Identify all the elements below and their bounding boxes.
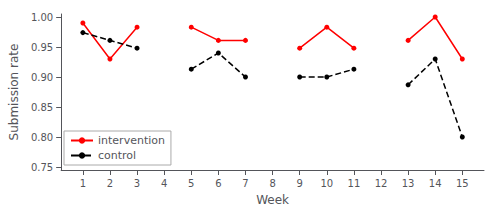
svg-text:0.90: 0.90 [31, 72, 53, 83]
svg-text:3: 3 [134, 178, 140, 189]
svg-text:7: 7 [242, 178, 248, 189]
svg-text:5: 5 [188, 178, 194, 189]
svg-text:4: 4 [161, 178, 167, 189]
svg-text:1.00: 1.00 [31, 12, 53, 23]
svg-text:11: 11 [348, 178, 361, 189]
svg-text:9: 9 [297, 178, 303, 189]
svg-text:Week: Week [256, 193, 289, 207]
svg-text:6: 6 [215, 178, 221, 189]
svg-text:14: 14 [429, 178, 442, 189]
svg-text:0.95: 0.95 [31, 42, 53, 53]
svg-text:1: 1 [80, 178, 86, 189]
svg-text:12: 12 [375, 178, 388, 189]
svg-text:0.85: 0.85 [31, 102, 53, 113]
svg-text:8: 8 [269, 178, 275, 189]
svg-text:13: 13 [402, 178, 415, 189]
svg-text:2: 2 [107, 178, 113, 189]
svg-text:0.75: 0.75 [31, 162, 53, 173]
svg-text:control: control [98, 149, 136, 162]
svg-text:10: 10 [320, 178, 333, 189]
svg-text:0.80: 0.80 [31, 132, 53, 143]
svg-text:intervention: intervention [98, 134, 165, 147]
svg-text:15: 15 [456, 178, 469, 189]
svg-text:Submission rate: Submission rate [7, 44, 21, 141]
